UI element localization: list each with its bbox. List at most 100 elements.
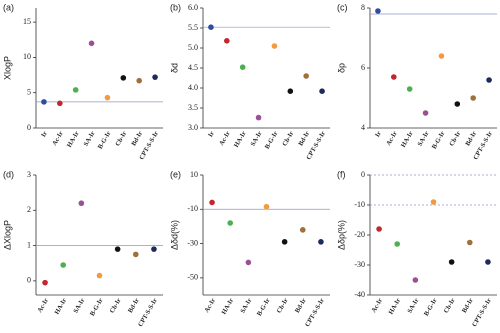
y-axis-label: δp <box>336 63 346 73</box>
x-tick-label: Ir <box>207 130 216 138</box>
point <box>120 75 127 81</box>
y-tick-label: 0 <box>361 170 365 179</box>
y-axis-label: δd <box>169 63 179 73</box>
y-tick-label: 4.5 <box>188 63 198 72</box>
y-tick-label: 10 <box>190 170 198 179</box>
x-tick-label: Bd-Ir <box>461 297 475 314</box>
point <box>239 64 246 70</box>
x-tick-label: Ir <box>374 130 383 138</box>
y-tick-label: -20 <box>354 230 365 239</box>
point <box>422 110 429 116</box>
x-tick-label: HA-Ir <box>387 297 402 316</box>
x-tick-label: Cb-Ir <box>281 130 295 147</box>
point <box>245 259 252 266</box>
point <box>287 88 294 94</box>
x-tick-label: HA-Ir <box>53 297 68 316</box>
x-tick-label: Cb-Ir <box>114 130 128 147</box>
point <box>136 77 142 84</box>
point <box>96 272 103 279</box>
y-tick-label: 5.5 <box>188 23 198 32</box>
x-tick-label: SA-Ir <box>406 297 420 314</box>
x-tick-label: Bd-Ir <box>127 297 141 314</box>
point <box>114 246 121 252</box>
x-tick-label: Bd-Ir <box>294 297 308 314</box>
x-tick-label: HA-Ir <box>233 130 248 149</box>
x-tick-label: B-G-Ir <box>264 130 280 150</box>
y-tick-label: 3 <box>27 170 31 179</box>
x-tick-label: Ac-Ir <box>385 130 399 147</box>
point <box>255 114 262 121</box>
y-axis-label: XlogP <box>2 56 12 80</box>
y-tick-label: 10 <box>23 52 31 61</box>
point <box>271 43 278 49</box>
point <box>454 101 461 107</box>
point <box>57 100 63 107</box>
y-tick-label: 4.0 <box>188 83 198 92</box>
point <box>448 259 455 265</box>
x-tick-label: HA-Ir <box>66 130 81 149</box>
point <box>104 94 111 101</box>
y-tick-label: 0 <box>27 123 31 132</box>
point <box>485 259 491 265</box>
x-tick-label: Bd-Ir <box>130 130 144 147</box>
x-tick-label: Ac-Ir <box>203 297 217 314</box>
panel-label: (d) <box>3 169 14 179</box>
x-tick-label: B-G-Ir <box>431 130 447 150</box>
y-tick-label: -50 <box>187 273 198 282</box>
x-tick-label: SA-Ir <box>72 297 86 314</box>
point <box>376 226 382 232</box>
point <box>375 8 381 14</box>
x-tick-label: CPT-S-S-Ir <box>137 297 159 328</box>
point <box>224 38 230 44</box>
x-tick-label: CPT-S-S-Ir <box>304 297 326 328</box>
x-tick-label: B-G-Ir <box>97 130 113 150</box>
y-tick-label: 1 <box>27 240 31 249</box>
panel-label: (f) <box>337 169 346 179</box>
y-tick-label: -30 <box>187 238 198 247</box>
point <box>208 24 214 31</box>
x-tick-label: HA-Ir <box>400 130 415 149</box>
y-tick-label: 4 <box>361 123 365 132</box>
y-tick-label: 5 <box>27 88 31 97</box>
point <box>303 73 309 79</box>
x-tick-label: Cb-Ir <box>443 297 457 314</box>
point <box>406 86 413 92</box>
point <box>151 246 157 252</box>
y-tick-label: 3.0 <box>188 123 198 132</box>
x-tick-label: Ac-Ir <box>218 130 232 147</box>
point <box>412 277 419 283</box>
x-tick-label: B-G-Ir <box>256 297 272 317</box>
point <box>394 241 401 247</box>
point <box>132 251 139 258</box>
point <box>470 95 476 101</box>
y-axis-label: Δδp(%) <box>336 220 346 250</box>
point <box>263 203 270 210</box>
panel-label: (c) <box>337 2 348 12</box>
point <box>88 40 95 47</box>
x-tick-label: SA-Ir <box>417 130 431 147</box>
point <box>60 262 67 268</box>
point <box>209 199 215 206</box>
x-tick-label: Bd-Ir <box>464 130 478 147</box>
y-tick-label: 0 <box>27 276 31 285</box>
x-tick-label: Cb-Ir <box>448 130 462 147</box>
y-axis-label: ΔXlogP <box>2 220 12 250</box>
y-tick-label: -40 <box>354 290 365 299</box>
y-tick-label: -10 <box>354 200 365 209</box>
x-tick-label: CPT-S-S-Ir <box>471 297 493 328</box>
x-tick-label: Cb-Ir <box>276 297 290 314</box>
point <box>430 199 437 205</box>
panel-label: (e) <box>170 169 181 179</box>
panel-label: (b) <box>170 2 181 12</box>
point <box>281 239 288 245</box>
y-tick-label: 6 <box>361 63 365 72</box>
y-tick-label: 6.0 <box>188 3 198 12</box>
point <box>152 74 158 80</box>
point <box>391 74 397 80</box>
x-tick-label: Ir <box>40 130 49 138</box>
panel-label: (a) <box>3 2 14 12</box>
x-tick-label: B-G-Ir <box>89 297 105 317</box>
x-tick-label: Ac-Ir <box>370 297 384 314</box>
y-axis-label: Δδd(%) <box>169 220 179 250</box>
